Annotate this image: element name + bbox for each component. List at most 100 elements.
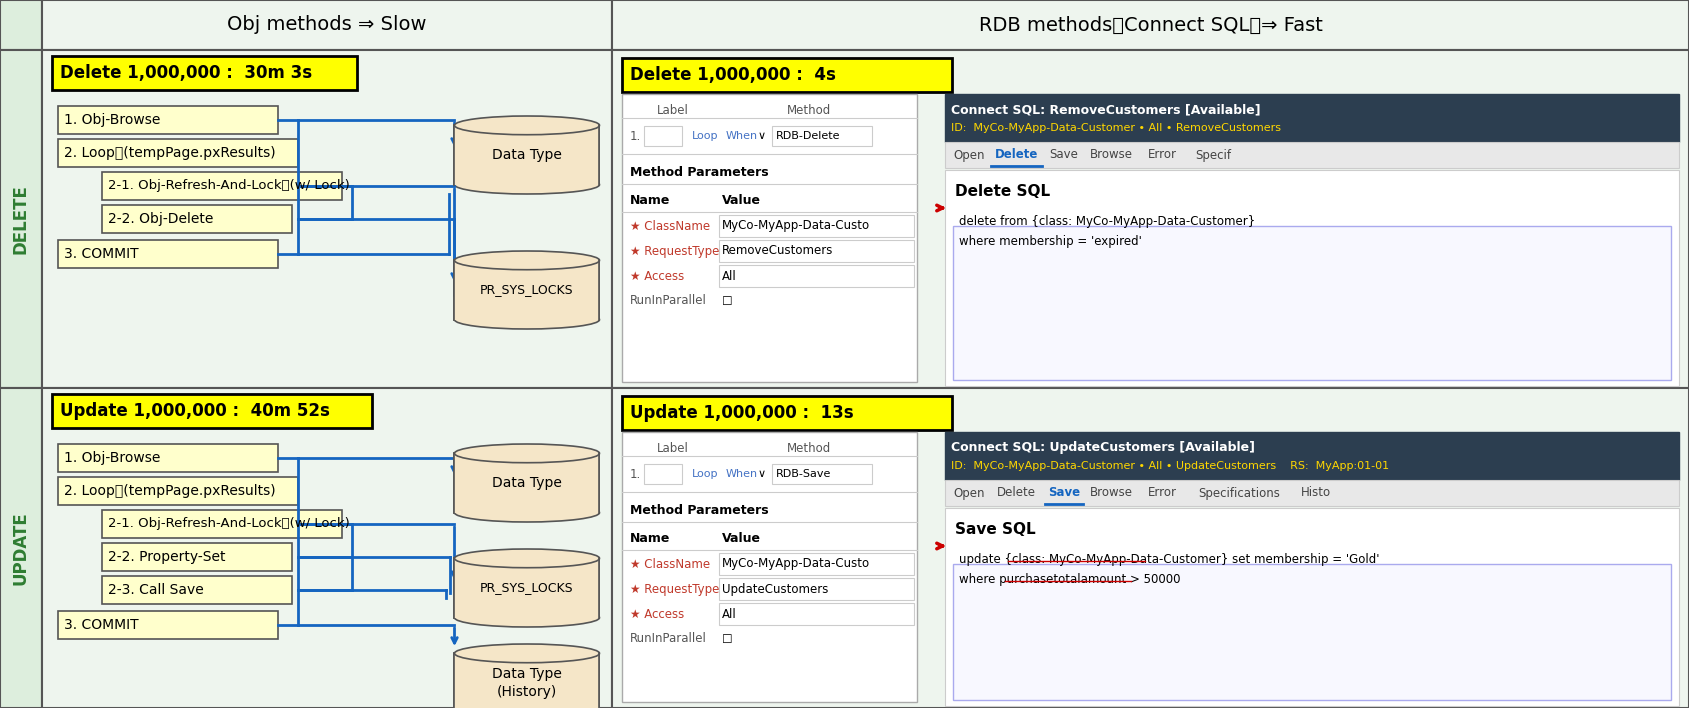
- Text: 1.: 1.: [630, 467, 642, 481]
- Text: Delete: Delete: [995, 149, 1039, 161]
- Text: ★ Access: ★ Access: [630, 270, 684, 282]
- Bar: [454, 453, 600, 513]
- Text: update {class: MyCo-MyApp-Data-Customer} set membership = 'Gold': update {class: MyCo-MyApp-Data-Customer}…: [959, 554, 1380, 566]
- Text: Error: Error: [1149, 486, 1177, 500]
- Text: 1. Obj-Browse: 1. Obj-Browse: [64, 451, 160, 465]
- Text: Value: Value: [721, 532, 762, 544]
- Bar: [772, 126, 872, 146]
- Bar: [52, 56, 356, 90]
- Text: All: All: [721, 607, 736, 620]
- Ellipse shape: [454, 444, 600, 463]
- Bar: [57, 611, 279, 639]
- Bar: [57, 106, 279, 134]
- Text: Value: Value: [721, 193, 762, 207]
- Bar: [454, 125, 600, 185]
- Text: ☐: ☐: [721, 632, 733, 646]
- Bar: [454, 453, 600, 513]
- Bar: [57, 240, 279, 268]
- Text: Browse: Browse: [1089, 486, 1133, 500]
- Bar: [720, 265, 914, 287]
- Text: Method Parameters: Method Parameters: [630, 166, 768, 178]
- Bar: [101, 172, 341, 200]
- Bar: [622, 94, 917, 382]
- Bar: [644, 126, 682, 146]
- Bar: [946, 432, 1679, 480]
- Text: Save SQL: Save SQL: [954, 523, 1035, 537]
- Bar: [611, 0, 1689, 50]
- Ellipse shape: [454, 251, 600, 270]
- Bar: [101, 205, 292, 233]
- Text: ★ RequestType: ★ RequestType: [630, 244, 720, 258]
- Bar: [42, 50, 611, 388]
- Bar: [454, 559, 600, 617]
- Bar: [772, 464, 872, 484]
- Text: ☐: ☐: [721, 295, 733, 307]
- Text: (History): (History): [497, 685, 557, 699]
- Text: Method Parameters: Method Parameters: [630, 503, 768, 517]
- Text: Label: Label: [657, 103, 689, 117]
- Text: Name: Name: [630, 532, 671, 544]
- Text: 2. Loop　(tempPage.pxResults): 2. Loop (tempPage.pxResults): [64, 146, 275, 160]
- Text: Delete 1,000,000 :  4s: Delete 1,000,000 : 4s: [630, 66, 836, 84]
- Text: UpdateCustomers: UpdateCustomers: [721, 583, 828, 595]
- Bar: [454, 559, 600, 617]
- Bar: [946, 94, 1679, 142]
- Bar: [611, 388, 1689, 708]
- Bar: [644, 464, 682, 484]
- Bar: [720, 215, 914, 237]
- Bar: [622, 432, 917, 702]
- Text: 2-1. Obj-Refresh-And-Lock　(w/ Lock): 2-1. Obj-Refresh-And-Lock (w/ Lock): [108, 518, 350, 530]
- Text: Save: Save: [1047, 486, 1079, 500]
- Text: Update 1,000,000 :  13s: Update 1,000,000 : 13s: [630, 404, 853, 422]
- Bar: [454, 261, 600, 319]
- Bar: [42, 0, 611, 50]
- Bar: [611, 50, 1689, 388]
- Text: Histo: Histo: [1301, 486, 1331, 500]
- Bar: [454, 653, 600, 708]
- Bar: [720, 578, 914, 600]
- Ellipse shape: [454, 503, 600, 522]
- Text: Connect SQL: UpdateCustomers [Available]: Connect SQL: UpdateCustomers [Available]: [951, 442, 1255, 455]
- Text: ★ ClassName: ★ ClassName: [630, 557, 709, 571]
- Bar: [0, 0, 1689, 50]
- Text: ID:  MyCo-MyApp-Data-Customer • All • UpdateCustomers    RS:  MyApp:01-01: ID: MyCo-MyApp-Data-Customer • All • Upd…: [951, 461, 1388, 471]
- Text: Loop: Loop: [692, 469, 718, 479]
- Bar: [953, 564, 1670, 700]
- Text: Delete SQL: Delete SQL: [954, 185, 1051, 200]
- Bar: [101, 576, 292, 604]
- Text: Obj methods ⇒ Slow: Obj methods ⇒ Slow: [228, 16, 427, 35]
- Text: Browse: Browse: [1089, 149, 1133, 161]
- Text: ∨: ∨: [758, 469, 767, 479]
- Text: Open: Open: [953, 486, 985, 500]
- Text: Loop: Loop: [692, 131, 718, 141]
- Text: MyCo-MyApp-Data-Custo: MyCo-MyApp-Data-Custo: [721, 219, 870, 232]
- Ellipse shape: [454, 549, 600, 568]
- Text: MyCo-MyApp-Data-Custo: MyCo-MyApp-Data-Custo: [721, 557, 870, 571]
- Text: Save: Save: [1049, 149, 1079, 161]
- Ellipse shape: [454, 644, 600, 663]
- Ellipse shape: [454, 310, 600, 329]
- Text: All: All: [721, 270, 736, 282]
- Text: Open: Open: [953, 149, 985, 161]
- Text: Method: Method: [787, 103, 831, 117]
- Text: ID:  MyCo-MyApp-Data-Customer • All • RemoveCustomers: ID: MyCo-MyApp-Data-Customer • All • Rem…: [951, 123, 1280, 133]
- Text: Connect SQL: RemoveCustomers [Available]: Connect SQL: RemoveCustomers [Available]: [951, 103, 1260, 117]
- Bar: [720, 553, 914, 575]
- Ellipse shape: [454, 608, 600, 627]
- Text: delete from {class: MyCo-MyApp-Data-Customer}: delete from {class: MyCo-MyApp-Data-Cust…: [959, 215, 1255, 229]
- Bar: [454, 261, 600, 319]
- Text: 1.: 1.: [630, 130, 642, 142]
- Ellipse shape: [454, 116, 600, 135]
- Bar: [57, 444, 279, 472]
- Bar: [720, 603, 914, 625]
- Bar: [720, 240, 914, 262]
- Text: ★ Access: ★ Access: [630, 607, 684, 620]
- Text: 2-1. Obj-Refresh-And-Lock　(w/ Lock): 2-1. Obj-Refresh-And-Lock (w/ Lock): [108, 180, 350, 193]
- Text: UPDATE: UPDATE: [12, 511, 30, 585]
- Text: 1. Obj-Browse: 1. Obj-Browse: [64, 113, 160, 127]
- Bar: [953, 226, 1670, 380]
- Text: Error: Error: [1149, 149, 1177, 161]
- Text: Delete: Delete: [997, 486, 1035, 500]
- Text: where membership = 'expired': where membership = 'expired': [959, 236, 1142, 249]
- Text: Update 1,000,000 :  40m 52s: Update 1,000,000 : 40m 52s: [61, 402, 329, 420]
